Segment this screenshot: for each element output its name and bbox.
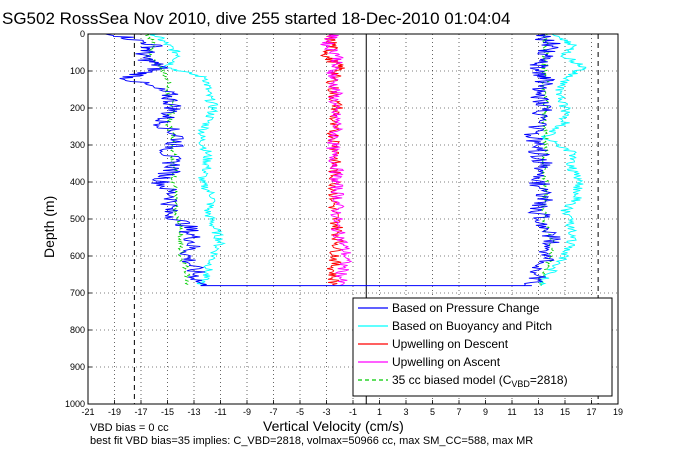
x-axis-label: Vertical Velocity (cm/s)	[263, 418, 404, 434]
x-tick-label: -7	[269, 407, 277, 417]
legend-label: Upwelling on Descent	[392, 337, 509, 351]
upwelling-on-ascent-ascent-line	[320, 33, 353, 287]
35-cc-biased-model-c-vbd-2818-ascent-line	[537, 33, 556, 286]
x-tick-label: 9	[483, 407, 488, 417]
y-tick-label: 100	[70, 66, 85, 76]
x-tick-label: 11	[507, 407, 516, 417]
y-tick-label: 700	[70, 288, 85, 298]
based-on-buoyancy-and-pitch-descent-line	[149, 33, 226, 287]
legend-label: Based on Pressure Change	[392, 301, 540, 315]
x-tick-label: -9	[243, 407, 251, 417]
y-tick-label: 500	[70, 214, 85, 224]
x-tick-label: -21	[81, 407, 94, 417]
x-tick-label: -5	[296, 407, 304, 417]
y-tick-label: 400	[70, 177, 85, 187]
data-series	[105, 33, 587, 287]
vbd-bias-note: VBD bias = 0 cc	[90, 422, 169, 434]
x-tick-label: -3	[322, 407, 330, 417]
x-tick-label: 15	[560, 407, 570, 417]
x-tick-label: -1	[349, 407, 357, 417]
y-tick-label: 900	[70, 362, 85, 372]
legend-label: 35 cc biased model (CVBD=2818)	[392, 373, 568, 389]
x-axis-ticks: -21 -19 -17 -15 -13 -11 -9 -7 -5 -3 -1 1 3 5 7 9 11 13 15 1…	[81, 400, 623, 417]
y-axis-label: Depth (m)	[41, 196, 57, 258]
best-fit-note: best fit VBD bias=35 implies: C_VBD=2818…	[90, 435, 533, 447]
y-tick-label: 1000	[65, 399, 85, 409]
y-tick-label: 300	[70, 140, 85, 150]
based-on-buoyancy-and-pitch-ascent-line	[538, 33, 587, 286]
x-tick-label: 7	[456, 407, 461, 417]
legend-label: Upwelling on Ascent	[392, 355, 501, 369]
legend-box	[352, 297, 613, 397]
x-tick-label: 19	[613, 407, 623, 417]
based-on-pressure-change-ascent-line	[523, 33, 561, 286]
x-tick-label: -17	[134, 407, 147, 417]
x-tick-label: 3	[403, 407, 408, 417]
x-tick-label: -15	[161, 407, 174, 417]
35-cc-biased-model-c-vbd-2818-descent-line	[144, 33, 191, 286]
y-axis-ticks: 0 100 200 300 400 500 600 700 800 900 1000	[65, 29, 92, 409]
x-tick-label: -13	[187, 407, 200, 417]
x-tick-label: 1	[377, 407, 382, 417]
x-tick-label: 13	[533, 407, 543, 417]
legend: Based on Pressure Change Based on Buoyanc…	[352, 297, 613, 397]
y-tick-label: 600	[70, 251, 85, 261]
y-tick-label: 800	[70, 325, 85, 335]
based-on-pressure-change-descent-line	[105, 33, 207, 287]
y-tick-label: 200	[70, 103, 85, 113]
legend-label: Based on Buoyancy and Pitch	[392, 319, 552, 333]
chart-title: SG502 RossSea Nov 2010, dive 255 started…	[2, 9, 510, 28]
x-tick-label: -11	[214, 407, 226, 417]
x-tick-label: 17	[586, 407, 596, 417]
y-tick-label: 0	[80, 29, 85, 39]
x-tick-label: 5	[430, 407, 435, 417]
x-tick-label: -19	[108, 407, 121, 417]
